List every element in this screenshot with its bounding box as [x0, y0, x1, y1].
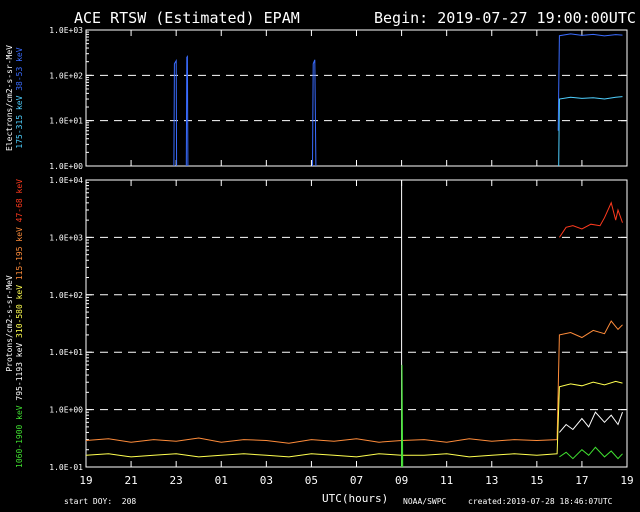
series-line [173, 58, 178, 167]
x-tick-label: 13 [485, 474, 498, 487]
series-line [557, 33, 623, 131]
series-line [85, 380, 623, 458]
legend-entry: 175-315 keV [15, 91, 24, 149]
x-tick-label: 19 [620, 474, 633, 487]
created-timestamp: created:2019-07-28 18:46:07UTC [468, 497, 613, 506]
series-line [401, 364, 404, 468]
y-tick-label: 1.0E+03 [49, 233, 83, 242]
y-tick-label: 1.0E+02 [49, 71, 83, 80]
y-tick-label: 1.0E+03 [49, 26, 83, 35]
x-axis: 19 21 23 01 03 05 07 09 11 13 15 17 19 [79, 474, 633, 487]
y-axis-label: Protons/cm2-s-sr-MeV [5, 275, 14, 372]
series-line [559, 411, 623, 433]
series-line [558, 96, 623, 167]
series-line [185, 55, 189, 167]
series-legend: 175-315 keV 38-53 keV [15, 47, 24, 148]
plot-frame [85, 29, 628, 167]
start-doy: start DOY: 208 [64, 497, 137, 506]
x-tick-label: 11 [440, 474, 453, 487]
legend-entry: 1060-1900 keV [15, 401, 24, 468]
x-tick-label: 01 [215, 474, 228, 487]
series-line [85, 320, 623, 444]
protons-panel: 1.0E-01 1.0E+00 1.0E+01 1.0E+02 1.0E+03 1.0E+… [5, 176, 628, 472]
y-axis-label: Electrons/cm2-s-sr-MeV [5, 45, 14, 151]
x-tick-label: 07 [350, 474, 363, 487]
series-line [312, 59, 317, 167]
electrons-panel: 1.0E+00 1.0E+01 1.0E+02 1.0E+03 Electrons/cm… [5, 26, 628, 171]
y-tick-label: 1.0E-01 [49, 463, 83, 472]
x-tick-label: 15 [530, 474, 543, 487]
series-line [558, 201, 623, 238]
y-tick-label: 1.0E+01 [49, 348, 83, 357]
y-tick-label: 1.0E+00 [49, 406, 83, 415]
plot-frame [85, 179, 628, 468]
x-tick-label: 03 [260, 474, 273, 487]
x-tick-label: 17 [575, 474, 588, 487]
x-tick-label: 19 [79, 474, 92, 487]
legend-entry: 47-68 keV [15, 179, 24, 223]
series-legend: 1060-1900 keV 795-1193 keV 310-580 keV 1… [15, 179, 24, 468]
source-label: NOAA/SWPC [403, 497, 447, 506]
y-tick-label: 1.0E+04 [49, 176, 83, 185]
y-tick-label: 1.0E+02 [49, 291, 83, 300]
x-tick-label: 21 [124, 474, 137, 487]
legend-entry: 38-53 keV [15, 47, 24, 91]
begin-time: Begin: 2019-07-27 19:00:00UTC [374, 9, 636, 27]
y-tick-label: 1.0E+00 [49, 162, 83, 171]
chart-title: ACE RTSW (Estimated) EPAM [74, 9, 300, 27]
series-line [559, 446, 623, 460]
legend-entry: 795-1193 keV [15, 338, 24, 401]
legend-entry: 310-580 keV [15, 280, 24, 338]
y-tick-label: 1.0E+01 [49, 117, 83, 126]
x-tick-label: 23 [170, 474, 183, 487]
x-tick-label: 05 [305, 474, 318, 487]
x-tick-label: 09 [395, 474, 408, 487]
legend-entry: 115-195 keV [15, 222, 24, 280]
x-axis-label: UTC(hours) [322, 492, 389, 505]
